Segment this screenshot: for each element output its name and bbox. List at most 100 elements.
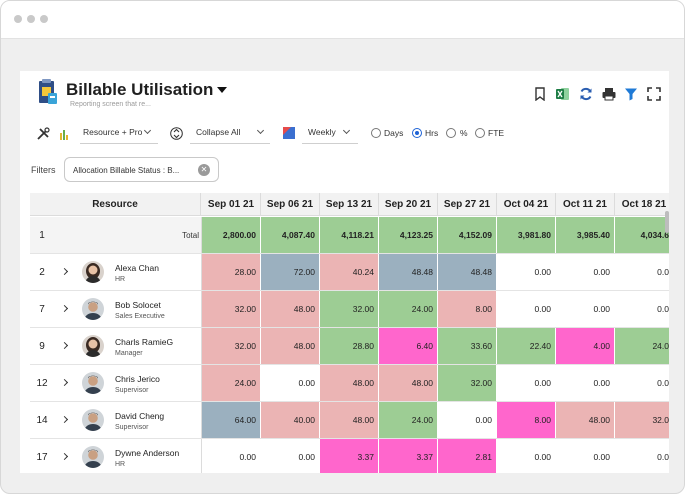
filters-label: Filters [31,165,56,175]
hours-cell[interactable]: 8.00 [438,291,497,327]
hours-cell[interactable]: 8.00 [497,402,556,438]
hours-cell[interactable]: 48.00 [379,365,438,401]
resource-column-header[interactable]: Resource [30,193,201,216]
hours-cell[interactable]: 48.00 [261,291,320,327]
total-cell[interactable]: 4,087.40 [261,217,320,253]
hours-cell[interactable]: 0.0 [615,254,669,290]
hours-cell[interactable]: 0.00 [261,439,320,473]
hours-cell[interactable]: 0.00 [497,365,556,401]
date-column-header[interactable]: Oct 04 21 [497,193,556,216]
chevron-right-icon[interactable] [60,304,69,313]
hours-cell[interactable]: 2.81 [438,439,497,473]
hours-cell[interactable]: 0.00 [497,439,556,473]
avatar [82,298,104,320]
hours-cell[interactable]: 0.0 [615,291,669,327]
filter-chip[interactable]: Allocation Billable Status : B... ✕ [64,157,219,182]
hours-cell[interactable]: 0.00 [556,254,615,290]
hours-cell[interactable]: 48.00 [320,365,379,401]
resource-name: Bob Solocet [115,300,161,310]
chevron-right-icon[interactable] [60,267,69,276]
vertical-scrollbar[interactable] [665,211,669,233]
hours-cell[interactable]: 32.00 [320,291,379,327]
tools-icon[interactable] [36,127,50,141]
hours-cell[interactable]: 0.00 [556,365,615,401]
hours-cell[interactable]: 33.60 [438,328,497,364]
hours-cell[interactable]: 0.00 [497,291,556,327]
group-by-underline [80,143,158,144]
date-column-header[interactable]: Sep 06 21 [261,193,320,216]
chevron-right-icon[interactable] [60,415,69,424]
radio-percent[interactable] [446,128,456,138]
page-title: Billable Utilisation [66,80,214,99]
period-select[interactable]: Weekly [308,126,350,137]
hours-cell[interactable]: 32.00 [438,365,497,401]
hours-cell[interactable]: 0.0 [615,365,669,401]
radio-hrs[interactable] [412,128,422,138]
hours-cell[interactable]: 64.00 [202,402,261,438]
hours-cell[interactable]: 40.00 [261,402,320,438]
hours-cell[interactable]: 40.24 [320,254,379,290]
bookmark-icon[interactable] [533,87,547,101]
hours-cell[interactable]: 0.00 [497,254,556,290]
hours-cell[interactable]: 32.00 [202,291,261,327]
date-column-header[interactable]: Sep 13 21 [320,193,379,216]
radio-days[interactable] [371,128,381,138]
hours-cell[interactable]: 0.00 [438,402,497,438]
hours-cell[interactable]: 48.48 [438,254,497,290]
hours-cell[interactable]: 72.00 [261,254,320,290]
hours-cell[interactable]: 0.00 [261,365,320,401]
hours-cell[interactable]: 24.00 [379,291,438,327]
total-cell[interactable]: 4,034.6 [615,217,669,253]
hours-cell[interactable]: 32.00 [202,328,261,364]
total-cell[interactable]: 3,985.40 [556,217,615,253]
hours-cell[interactable]: 24.00 [379,402,438,438]
hours-cell[interactable]: 48.48 [379,254,438,290]
hours-cell[interactable]: 0.00 [202,439,261,473]
total-cell[interactable]: 2,800.00 [202,217,261,253]
filter-icon[interactable] [624,87,638,101]
hours-cell[interactable]: 48.00 [556,402,615,438]
avatar [82,409,104,431]
chevron-down-icon [342,126,350,135]
group-by-select[interactable]: Resource + Pro [83,126,152,137]
radio-fte[interactable] [475,128,485,138]
fullscreen-icon[interactable] [647,87,661,101]
hours-cell[interactable]: 28.00 [202,254,261,290]
hours-cell[interactable]: 24.00 [202,365,261,401]
column-divider [201,217,202,253]
hours-cell[interactable]: 0.00 [556,291,615,327]
hours-cell[interactable]: 48.00 [320,402,379,438]
chevron-right-icon[interactable] [60,452,69,461]
hours-cell[interactable]: 24.0 [615,328,669,364]
chevron-right-icon[interactable] [60,341,69,350]
chevron-right-icon[interactable] [60,378,69,387]
hours-cell[interactable]: 3.37 [379,439,438,473]
total-cell[interactable]: 4,152.09 [438,217,497,253]
refresh-icon[interactable] [579,87,593,101]
total-cell[interactable]: 3,981.80 [497,217,556,253]
collapse-all-select[interactable]: Collapse All [196,126,265,137]
column-divider [201,328,202,364]
hours-cell[interactable]: 4.00 [556,328,615,364]
hours-cell[interactable]: 28.80 [320,328,379,364]
hours-cell[interactable]: 6.40 [379,328,438,364]
date-column-header[interactable]: Sep 27 21 [438,193,497,216]
hours-cell[interactable]: 3.37 [320,439,379,473]
calendar-period-icon [283,127,295,139]
hours-cell[interactable]: 0.00 [556,439,615,473]
total-cell[interactable]: 4,123.25 [379,217,438,253]
resource-role: Supervisor [115,387,149,394]
date-column-header[interactable]: Sep 01 21 [202,193,261,216]
excel-export-icon[interactable] [556,87,570,101]
date-column-header[interactable]: Sep 20 21 [379,193,438,216]
date-column-header[interactable]: Oct 18 21 [615,193,669,216]
total-cell[interactable]: 4,118.21 [320,217,379,253]
title-dropdown-icon[interactable] [217,87,227,93]
hours-cell[interactable]: 0.0 [615,439,669,473]
date-column-header[interactable]: Oct 11 21 [556,193,615,216]
close-icon[interactable]: ✕ [198,164,210,176]
hours-cell[interactable]: 48.00 [261,328,320,364]
hours-cell[interactable]: 32.0 [615,402,669,438]
print-icon[interactable] [602,87,616,101]
hours-cell[interactable]: 22.40 [497,328,556,364]
